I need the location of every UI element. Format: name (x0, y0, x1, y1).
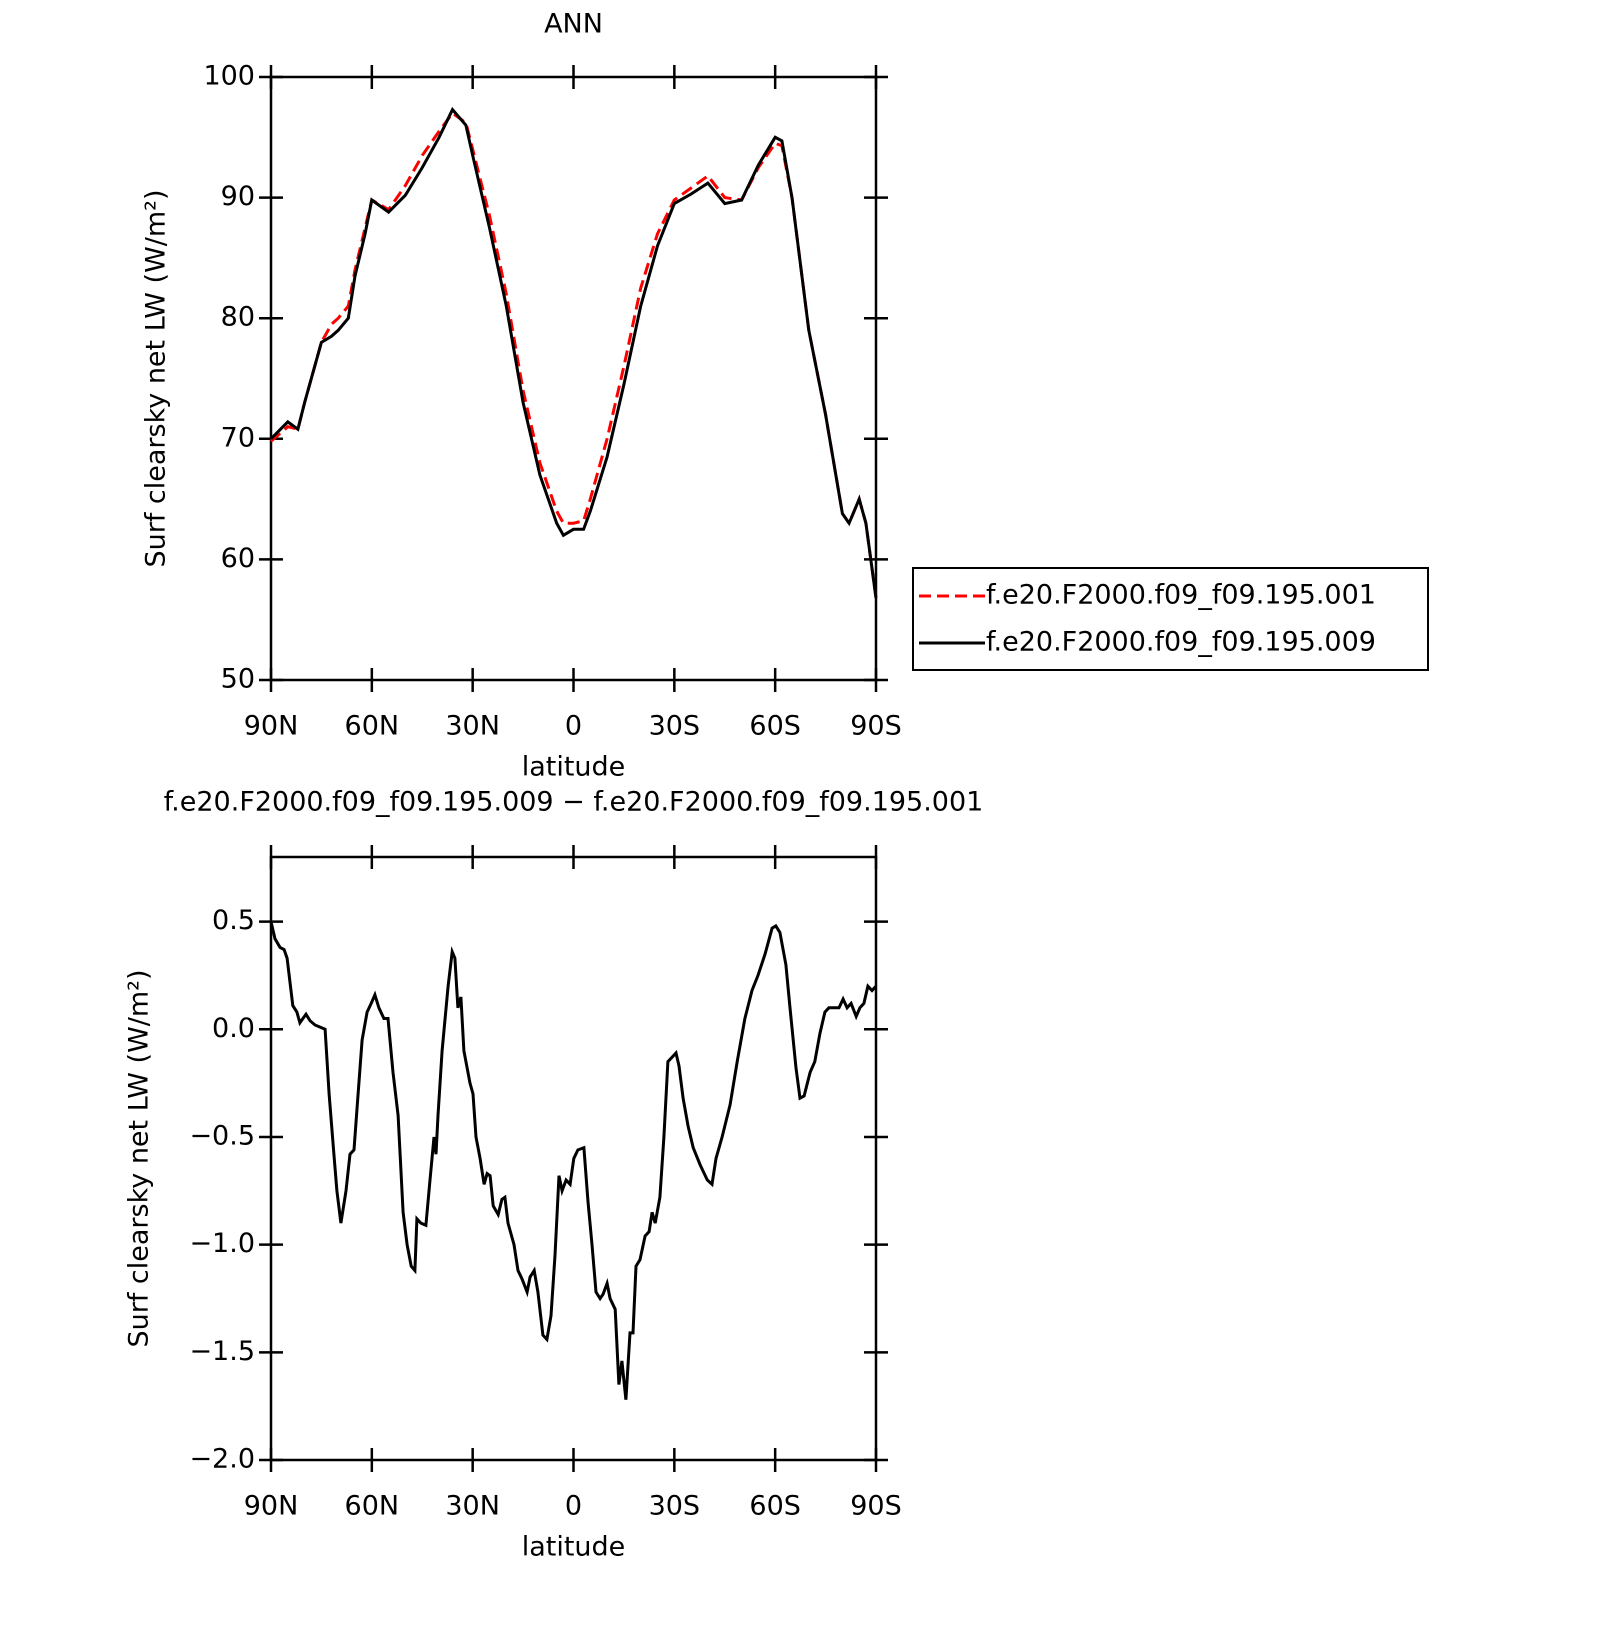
x-tick-label: 60S (749, 1491, 801, 1522)
y-tick-label: 100 (203, 61, 255, 92)
data-line (270, 111, 878, 599)
y-axis-label: Surf clearsky net LW (W/m²) (141, 189, 172, 567)
x-tick-label: 30N (445, 711, 500, 742)
x-tick-label: 90N (244, 711, 299, 742)
data-line (269, 106, 878, 599)
x-tick-label: 30S (649, 1491, 701, 1522)
x-axis-label: latitude (522, 752, 626, 783)
data-line (269, 921, 878, 1400)
x-axis-label: latitude (522, 1532, 626, 1563)
y-tick-label: −2.0 (189, 1444, 255, 1475)
y-tick-label: 60 (221, 543, 255, 574)
y-tick-label: 0.5 (212, 905, 255, 936)
x-tick-label: 90S (850, 711, 902, 742)
y-tick-label: 70 (221, 422, 255, 453)
y-tick-label: 50 (221, 664, 255, 695)
y-tick-label: −1.0 (189, 1228, 255, 1259)
x-tick-label: 90S (850, 1491, 902, 1522)
x-tick-label: 30S (649, 711, 701, 742)
y-axis-label: Surf clearsky net LW (W/m²) (124, 969, 155, 1347)
legend-box (912, 567, 1429, 671)
legend-label: f.e20.F2000.f09_f09.195.001 (986, 580, 1376, 611)
y-tick-label: 0.0 (212, 1013, 255, 1044)
legend-label: f.e20.F2000.f09_f09.195.009 (986, 627, 1376, 658)
chart-title: ANN (544, 9, 603, 40)
x-tick-label: 60N (345, 1491, 400, 1522)
x-tick-label: 60S (749, 711, 801, 742)
x-tick-label: 90N (244, 1491, 299, 1522)
x-tick-label: 30N (445, 1491, 500, 1522)
x-tick-label: 60N (345, 711, 400, 742)
y-tick-label: −0.5 (189, 1120, 255, 1151)
y-tick-label: 90 (221, 181, 255, 212)
plot-frame (269, 855, 878, 1462)
chart-title: f.e20.F2000.f09_f09.195.009 − f.e20.F200… (164, 787, 984, 818)
x-tick-label: 0 (565, 711, 582, 742)
y-tick-label: −1.5 (189, 1336, 255, 1367)
plot-frame (269, 75, 878, 682)
x-tick-label: 0 (565, 1491, 582, 1522)
y-tick-label: 80 (221, 302, 255, 333)
